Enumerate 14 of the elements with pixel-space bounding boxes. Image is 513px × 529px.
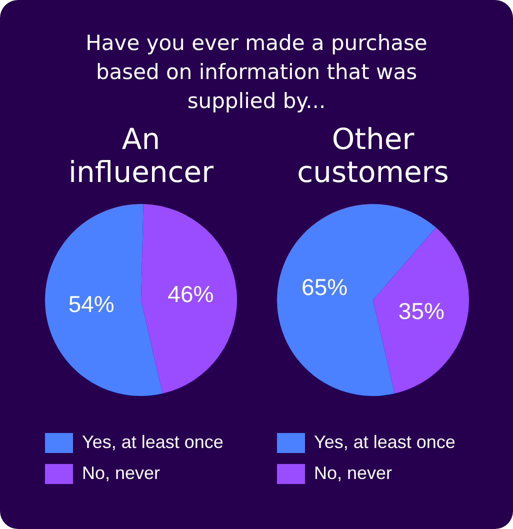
- chart-subtitle: Other customers: [297, 122, 449, 189]
- pie-slice: [45, 204, 163, 396]
- legend-label: Yes, at least once: [314, 432, 456, 452]
- legend-label: Yes, at least once: [82, 432, 224, 452]
- legend-label: No, never: [82, 463, 160, 483]
- chart-subtitle: An influencer: [68, 122, 214, 189]
- data-label: 46%: [168, 280, 214, 307]
- legend-label: No, never: [314, 463, 392, 483]
- data-label: 54%: [68, 291, 114, 318]
- pie-slice: [373, 228, 469, 394]
- data-label: 65%: [302, 274, 348, 300]
- pie-slice: [141, 204, 237, 394]
- data-label: 35%: [398, 298, 444, 324]
- chart-title: Have you ever made a purchase based on information that was supplied by...: [84, 30, 428, 115]
